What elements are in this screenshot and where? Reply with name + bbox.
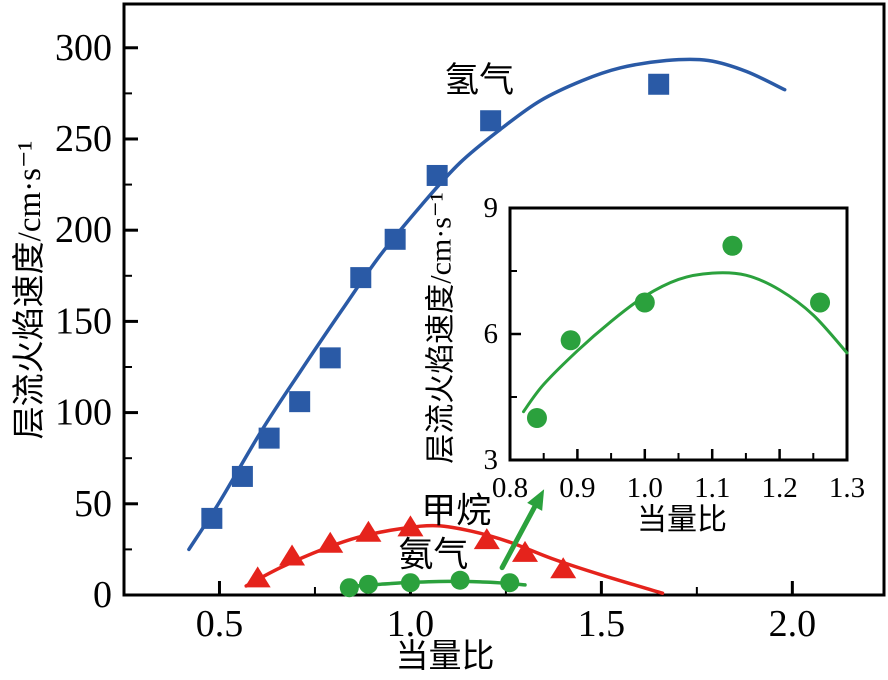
- hydrogen-marker: [426, 164, 448, 186]
- hydrogen-marker: [258, 427, 280, 449]
- methane-marker: [550, 557, 577, 579]
- main-y-tick-label: 200: [55, 209, 112, 251]
- main-y-tick-label: 0: [93, 574, 112, 616]
- main-x-tick-label: 2.0: [769, 603, 817, 645]
- main-x-tick-label: 1.5: [578, 603, 626, 645]
- hydrogen-marker: [201, 507, 223, 529]
- inset-pointer-arrow-shaft: [499, 502, 539, 571]
- main-y-tick-label: 50: [74, 483, 112, 525]
- hydrogen-marker: [384, 228, 406, 250]
- hydrogen-marker: [648, 73, 670, 95]
- inset-x-tick-label: 1.3: [829, 472, 865, 504]
- ammonia-marker: [722, 235, 743, 256]
- inset-x-axis-title: 当量比: [637, 504, 727, 537]
- main-x-tick-label: 0.5: [196, 603, 244, 645]
- inset-plot-box: [508, 206, 849, 462]
- hydrogen-marker: [319, 347, 341, 369]
- methane-marker: [473, 528, 500, 550]
- hydrogen-fit-curve: [187, 57, 787, 552]
- ammonia-marker: [634, 292, 655, 313]
- inset-pointer-arrow-head: [527, 489, 545, 511]
- main-y-tick-label: 150: [55, 300, 112, 342]
- ammonia-markers: [339, 570, 520, 598]
- inset-axes: 0.8 0.9 1.0 1.1 1.2 1.3 3 6 9: [484, 192, 866, 504]
- methane-marker: [397, 515, 424, 537]
- ammonia-marker: [450, 570, 470, 590]
- ammonia-marker: [358, 574, 378, 594]
- main-y-tick-label: 100: [55, 392, 112, 434]
- ammonia-marker: [560, 330, 581, 351]
- ammonia-marker: [526, 408, 547, 428]
- methane-markers: [244, 515, 577, 588]
- inset-x-tick-label: 1.1: [694, 472, 730, 504]
- ammonia-marker: [339, 578, 359, 598]
- hydrogen-marker: [289, 391, 311, 413]
- inset-x-tick-label: 0.8: [492, 472, 528, 504]
- inset-y-tick-label: 6: [484, 318, 499, 350]
- hydrogen-marker: [350, 267, 372, 289]
- main-y-axis-title: 层流火焰速度/cm·s⁻¹: [11, 141, 48, 440]
- ammonia-marker: [500, 573, 520, 593]
- methane-marker: [512, 540, 539, 562]
- ammonia-marker: [810, 292, 831, 313]
- series-label-ammonia: 氨气: [398, 535, 468, 574]
- inset-x-tick-label: 0.9: [559, 472, 595, 504]
- inset-y-tick-label: 9: [484, 192, 499, 224]
- ammonia-marker: [400, 573, 420, 593]
- ammonia-fit-curve: [522, 271, 849, 414]
- main-x-tick-label: 1.0: [387, 603, 435, 645]
- methane-marker: [355, 520, 382, 542]
- main-y-tick-label: 300: [55, 27, 112, 69]
- inset-y-axis-title: 层流火焰速度/cm·s⁻¹: [425, 192, 458, 463]
- series-label-methane: 甲烷: [421, 492, 491, 531]
- hydrogen-marker: [480, 110, 502, 132]
- main-y-tick-label: 250: [55, 118, 112, 160]
- methane-marker: [317, 531, 344, 553]
- inset-x-tick-label: 1.2: [761, 472, 797, 504]
- inset-x-tick-label: 1.0: [627, 472, 663, 504]
- methane-marker: [279, 544, 306, 566]
- series-label-hydrogen: 氢气: [444, 61, 514, 100]
- ammonia-markers: [526, 235, 831, 428]
- hydrogen-marker: [231, 465, 253, 487]
- annotations: [499, 489, 545, 571]
- methane-marker: [244, 566, 271, 588]
- hydrogen-markers: [201, 73, 670, 529]
- main-x-axis-title: 当量比: [396, 638, 495, 675]
- inset-y-tick-label: 3: [484, 444, 499, 476]
